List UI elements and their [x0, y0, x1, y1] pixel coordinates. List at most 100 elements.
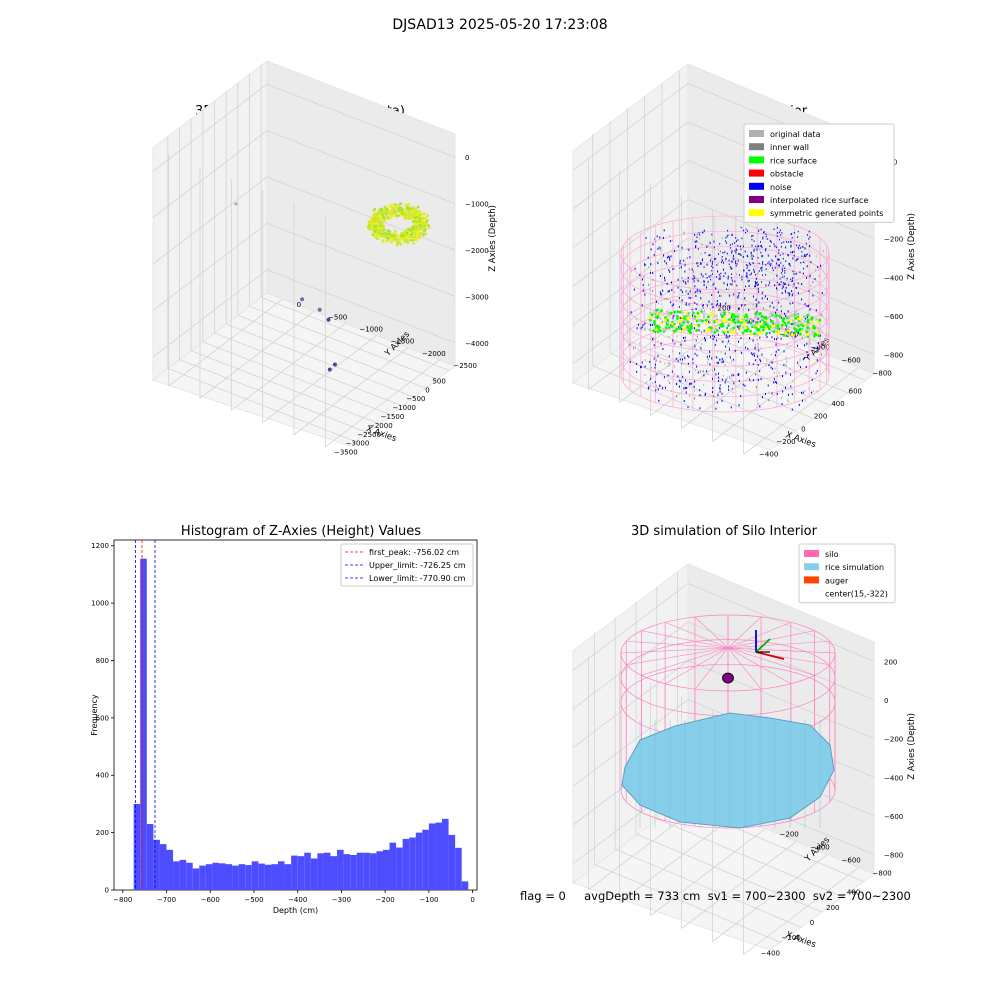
- cls-wall-point: [748, 279, 750, 282]
- raw-cloud-point: [416, 205, 420, 209]
- raw-xgrid: [167, 368, 356, 442]
- hist-xtick-label: 0: [470, 896, 474, 904]
- cls-point: [767, 384, 769, 387]
- cls-wall-point: [718, 273, 720, 276]
- cls-surface-point: [667, 326, 671, 329]
- cls-wall-point: [735, 260, 737, 263]
- cls-surface-point: [739, 319, 743, 322]
- cls-point: [768, 391, 770, 394]
- cls-surface-point: [731, 312, 734, 316]
- cls-wall-point: [795, 273, 797, 275]
- cls-wall-point: [779, 283, 781, 285]
- raw-ytick-label: −2500: [453, 362, 477, 370]
- cls-point: [663, 229, 665, 232]
- cls-wall-point: [783, 241, 785, 243]
- cls-silo-ring: [620, 215, 830, 291]
- cls-point: [771, 392, 773, 395]
- cls-wall-point: [734, 250, 736, 252]
- raw-cloud-point: [416, 223, 419, 227]
- cls-point: [694, 240, 696, 243]
- cls-point: [783, 350, 785, 353]
- sim-ygrid: [650, 828, 766, 916]
- cls-point: [695, 339, 697, 342]
- cls-surface-point: [762, 315, 766, 319]
- cls-point: [779, 264, 780, 267]
- raw-cloud-point: [370, 223, 374, 226]
- cls-wall-point: [761, 246, 763, 248]
- raw-cloud-point: [383, 235, 387, 238]
- cls-point: [694, 233, 696, 236]
- cls-point: [757, 378, 759, 381]
- cls-surface-point: [801, 324, 805, 328]
- cls-point: [716, 356, 718, 359]
- raw-cloud-point: [371, 219, 375, 222]
- cls-point: [635, 318, 637, 321]
- raw-outlier-point: [234, 202, 238, 206]
- cls-surface-point: [763, 322, 767, 326]
- cls-wall-point: [776, 235, 778, 237]
- raw-cloud-point: [383, 210, 386, 213]
- cls-point: [731, 387, 733, 390]
- cls-point: [677, 245, 679, 248]
- cls-point: [785, 328, 787, 331]
- cls-surface-point: [664, 316, 667, 320]
- cls-point: [778, 301, 780, 304]
- cls-point: [725, 334, 727, 337]
- hist-bar: [343, 854, 351, 890]
- sim-ygrid: [681, 841, 797, 929]
- cls-point: [662, 273, 663, 276]
- cls-surface-point: [806, 321, 810, 324]
- sim-xgrid: [656, 818, 843, 898]
- cls-surface-point: [808, 328, 812, 331]
- cls-point: [752, 339, 754, 342]
- cls-point: [752, 295, 754, 298]
- sim-xtick-label: 0: [810, 919, 814, 927]
- raw-cloud-point: [393, 236, 396, 240]
- cls-point: [754, 359, 756, 362]
- cls-point: [781, 268, 783, 271]
- cls-point: [653, 337, 655, 340]
- cls-point: [721, 392, 723, 395]
- cls-point: [781, 403, 783, 406]
- cls-point: [717, 361, 719, 364]
- cls-wall-point: [790, 251, 792, 254]
- sim-zgrid: [687, 582, 875, 662]
- cls-surface-point: [795, 313, 799, 317]
- cls-point: [711, 303, 713, 306]
- cls-point: [697, 264, 699, 267]
- cls-wall-point: [749, 264, 751, 266]
- cls-wall-point: [755, 274, 757, 276]
- cls-point: [636, 370, 638, 373]
- cls-surface-point: [711, 314, 715, 317]
- cls-surface-point: [790, 313, 794, 317]
- cls-point: [782, 267, 784, 269]
- cls-point: [696, 262, 698, 265]
- cls-point: [699, 237, 701, 240]
- cls-point: [671, 265, 673, 268]
- cls-point: [676, 395, 678, 398]
- raw-zgrid: [266, 83, 456, 158]
- cls-wall-point: [743, 269, 745, 272]
- cls-point: [765, 237, 767, 240]
- cls-point: [739, 253, 741, 256]
- cls-point: [729, 305, 731, 308]
- cls-wall-point: [753, 240, 755, 242]
- cls-surface-point: [736, 320, 740, 324]
- cls-surface-point: [752, 324, 756, 327]
- raw-cloud-point: [403, 212, 406, 216]
- cls-point: [692, 361, 694, 364]
- cls-wall-point: [768, 261, 770, 263]
- hist-xtick-label: −700: [157, 896, 176, 904]
- cls-surface-point: [736, 313, 740, 317]
- raw-ztick-label: −3000: [465, 293, 489, 301]
- cls-wall-point: [745, 275, 747, 277]
- cls-point: [813, 390, 815, 393]
- cls-surface-point: [782, 317, 786, 320]
- cls-wall-point: [765, 264, 767, 266]
- cls-wall-point: [699, 234, 701, 236]
- cls-point: [761, 353, 763, 356]
- cls-point: [694, 343, 696, 346]
- cls-point: [696, 233, 698, 236]
- cls-surface-point: [816, 320, 820, 324]
- cls-point: [679, 343, 681, 346]
